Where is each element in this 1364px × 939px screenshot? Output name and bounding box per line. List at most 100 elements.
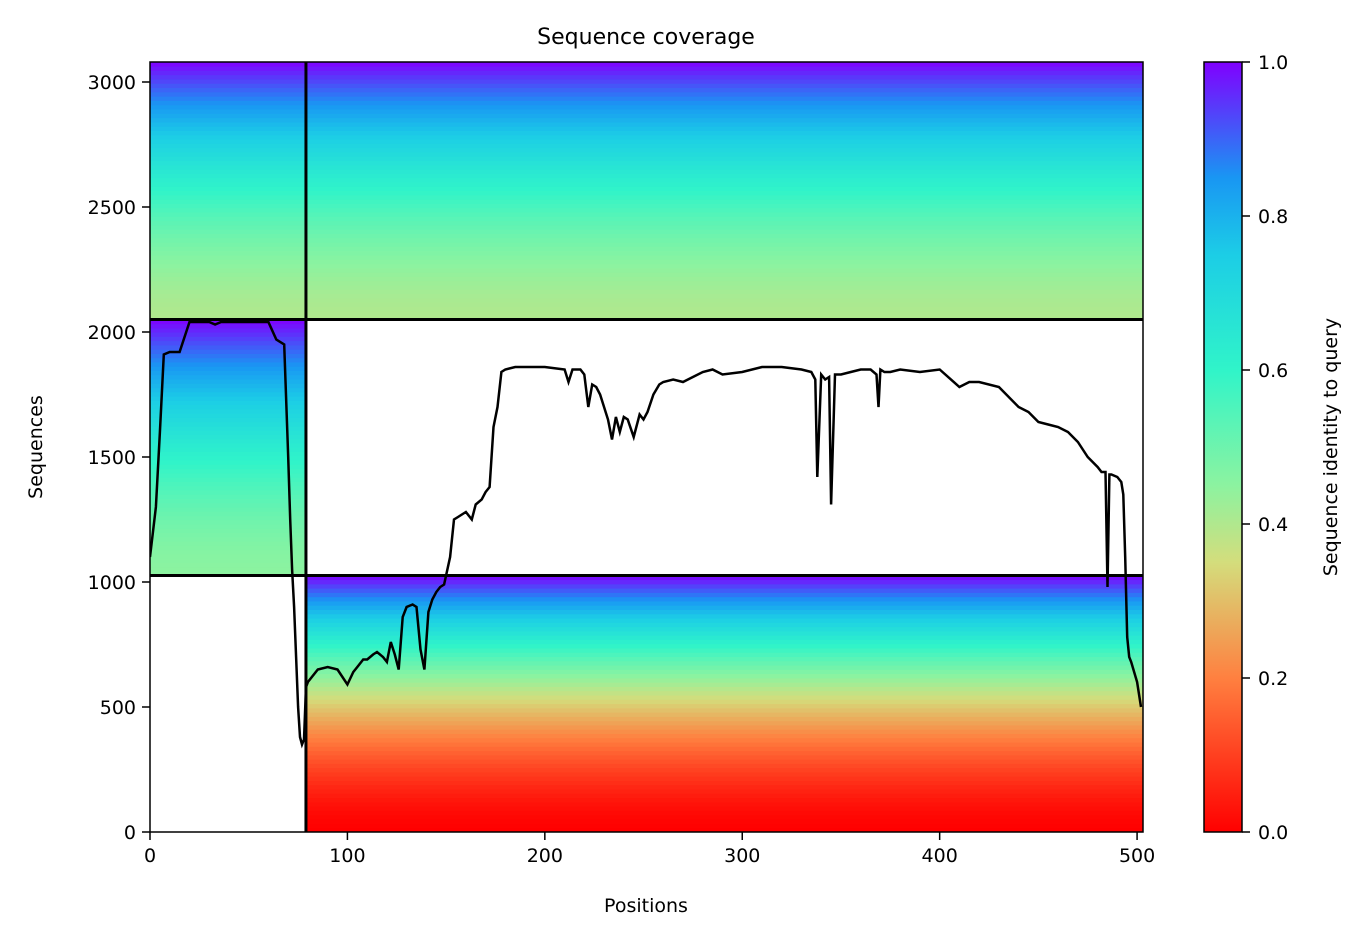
heatmap-band <box>150 289 1143 295</box>
heatmap-band <box>150 267 1143 273</box>
heatmap-band <box>150 327 306 333</box>
y-tick-label: 1000 <box>88 572 136 594</box>
plot-frame <box>149 61 1144 833</box>
heatmap-band <box>150 430 306 435</box>
heatmap-band <box>305 626 1143 632</box>
heatmap-band <box>150 349 306 354</box>
y-tick-label: 2500 <box>88 197 136 219</box>
heatmap-band <box>150 344 306 350</box>
heatmap-band <box>150 494 306 499</box>
heatmap-band <box>305 780 1143 786</box>
heatmap-band <box>150 74 1143 80</box>
heatmap-band <box>150 229 1143 234</box>
colorbar-tick-label: 0.0 <box>1258 822 1288 844</box>
heatmap-band <box>150 271 1143 277</box>
heatmap-band <box>150 400 306 406</box>
heatmap-band <box>150 108 1143 114</box>
heatmap-band <box>305 771 1143 777</box>
heatmap-band <box>150 203 1143 209</box>
heatmap-band <box>305 699 1143 705</box>
heatmap-band <box>150 549 306 555</box>
heatmap-band <box>150 147 1143 153</box>
heatmap-band <box>305 788 1143 794</box>
heatmap-band <box>150 477 306 482</box>
heatmap-band <box>150 126 1143 131</box>
heatmap-band <box>150 340 306 346</box>
heatmap-band <box>150 378 306 384</box>
heatmap-band <box>150 160 1143 166</box>
heatmap-band <box>150 199 1143 204</box>
heatmap-band <box>305 759 1143 764</box>
heatmap-band <box>305 793 1143 799</box>
heatmap-band <box>305 784 1143 790</box>
heatmap-band <box>150 164 1143 170</box>
heatmap-band <box>150 562 306 568</box>
coverage-line <box>150 320 1143 749</box>
heatmap-band <box>150 237 1143 243</box>
heatmap-band <box>150 417 306 423</box>
heatmap-band <box>305 712 1143 717</box>
heatmap-band <box>150 168 1143 174</box>
heatmap-band <box>305 600 1143 606</box>
heatmap-band <box>150 250 1143 256</box>
heatmap-band <box>305 652 1143 658</box>
heatmap-band <box>150 468 306 474</box>
heatmap-band <box>150 421 306 427</box>
x-axis-ticks: 0 100 200 300 400 500 <box>144 832 1155 867</box>
heatmap-band <box>150 425 306 431</box>
y-tick-label: 500 <box>100 697 136 719</box>
heatmap-band <box>150 280 1143 286</box>
heatmap-band <box>150 519 306 525</box>
heatmap-band <box>305 588 1143 593</box>
heatmap-band <box>150 91 1143 97</box>
heatmap-band <box>150 96 1143 101</box>
heatmap-band <box>150 211 1143 217</box>
heatmap-band <box>305 810 1143 816</box>
heatmap-band <box>150 404 306 410</box>
heatmap-band <box>305 575 1143 581</box>
heatmap-band <box>150 220 1143 226</box>
heatmap-band <box>150 532 306 538</box>
heatmap-band <box>150 130 1143 136</box>
heatmap-band <box>150 156 1143 162</box>
heatmap-band <box>150 545 306 551</box>
heatmap-band <box>150 246 1143 252</box>
heatmap-band <box>150 78 1143 84</box>
heatmap-band <box>305 592 1143 598</box>
x-tick-label: 400 <box>922 845 958 867</box>
colorbar <box>1203 61 1243 833</box>
heatmap-band <box>305 767 1143 773</box>
heatmap-band <box>150 357 306 363</box>
heatmap-band <box>150 190 1143 196</box>
heatmap-band <box>150 177 1143 183</box>
heatmap-band <box>150 224 1143 230</box>
y-tick-label: 2000 <box>88 322 136 344</box>
heatmap-band <box>305 635 1143 640</box>
x-tick-label: 500 <box>1119 845 1155 867</box>
heatmap-band <box>150 489 306 495</box>
heatmap-band <box>305 707 1143 713</box>
heatmap-band <box>150 387 306 393</box>
colorbar-ticks: 0.0 0.2 0.4 0.6 0.8 1.0 <box>1242 52 1288 844</box>
heatmap-band <box>150 502 306 508</box>
colorbar-tick-label: 0.8 <box>1258 206 1288 228</box>
heatmap-band <box>305 750 1143 756</box>
heatmap-band <box>305 801 1143 807</box>
heatmap-band <box>150 498 306 504</box>
heatmap-band <box>150 276 1143 282</box>
heatmap-band <box>150 284 1143 290</box>
heatmap-band <box>305 694 1143 700</box>
heatmap-band <box>305 724 1143 730</box>
heatmap-band <box>150 541 306 546</box>
colorbar-tick-label: 1.0 <box>1258 52 1288 74</box>
heatmap-band <box>305 647 1143 653</box>
heatmap-band <box>305 716 1143 722</box>
heatmap-band <box>150 83 1143 89</box>
heatmap-band <box>150 408 306 414</box>
heatmap-band <box>150 361 306 367</box>
heatmap-band <box>305 720 1143 726</box>
heatmap-band <box>305 737 1143 743</box>
heatmap-band <box>150 383 306 389</box>
heatmap-band <box>305 617 1143 623</box>
